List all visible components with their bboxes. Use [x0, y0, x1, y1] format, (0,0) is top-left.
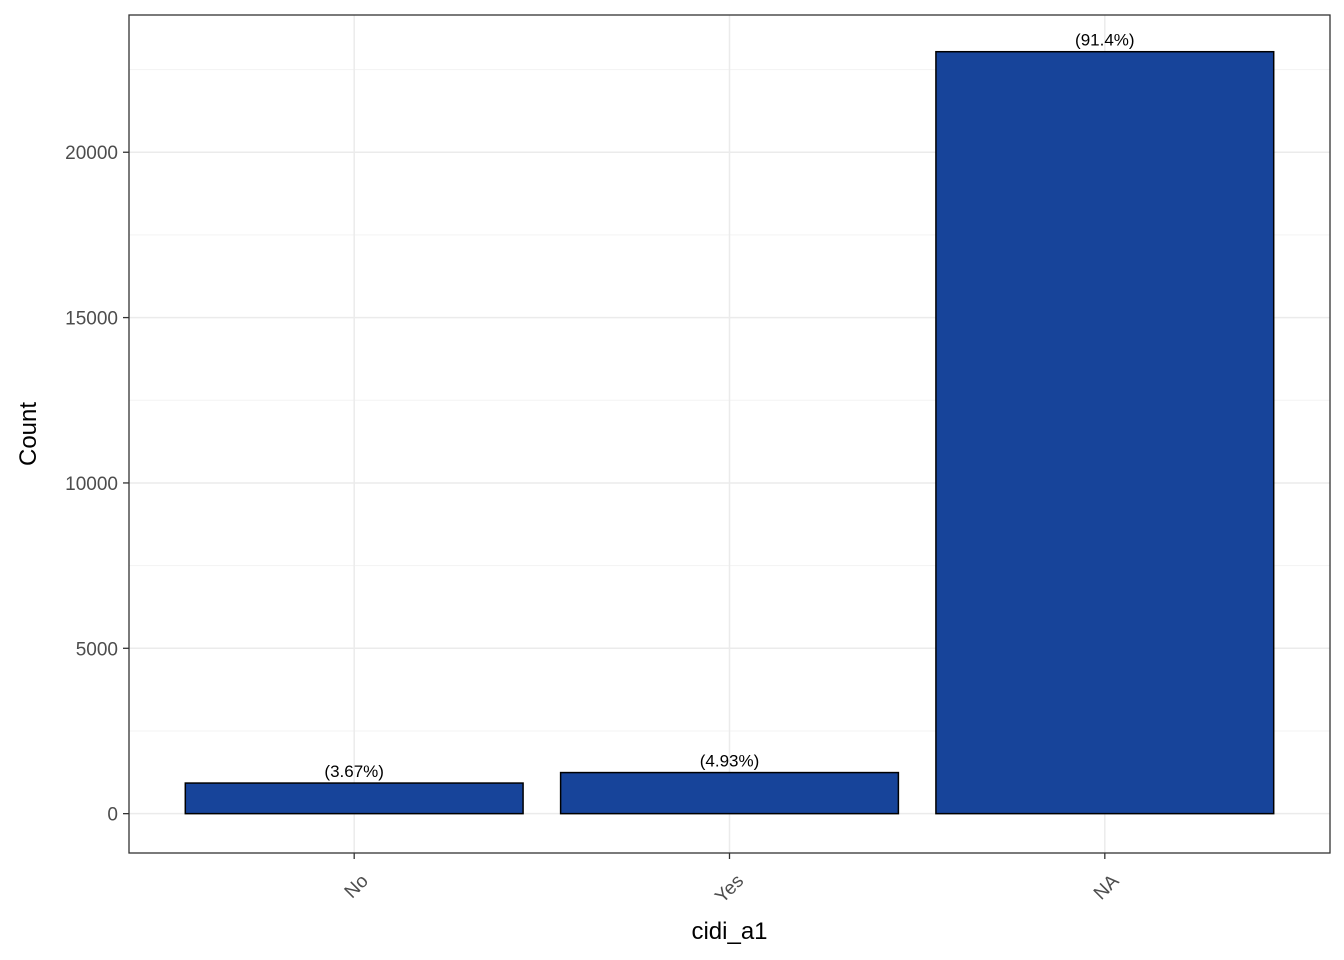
y-tick-label: 15000	[65, 309, 118, 330]
y-tick-label: 10000	[65, 474, 118, 495]
y-axis-title: Count	[15, 402, 42, 466]
bar-label-no: (3.67%)	[324, 762, 384, 781]
bar-no	[184, 782, 524, 815]
y-tick-label: 5000	[76, 639, 118, 660]
y-tick-label: 0	[107, 805, 118, 826]
data-labels: (3.67%) (4.93%) (91.4%)	[324, 31, 1134, 781]
y-axis: 0 5000 10000 15000 20000	[65, 143, 129, 826]
bar-yes	[559, 771, 900, 815]
x-axis-title: cidi_a1	[691, 918, 767, 945]
bar-label-yes: (4.93%)	[700, 752, 760, 771]
bar-na	[935, 50, 1275, 815]
y-tick-label: 20000	[65, 143, 118, 164]
bars	[184, 50, 1275, 815]
bar-label-na: (91.4%)	[1075, 31, 1135, 50]
